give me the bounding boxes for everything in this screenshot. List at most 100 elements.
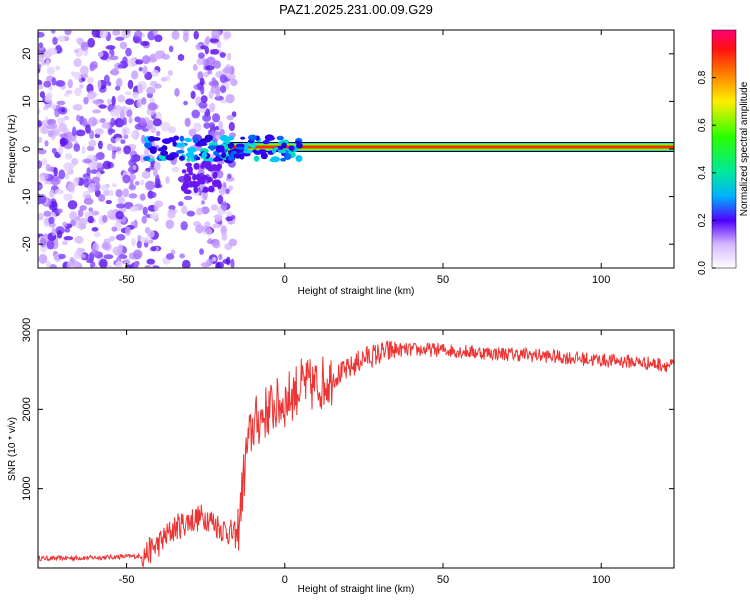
snr-x-tick-label: 50 xyxy=(437,574,449,586)
noise-speckle xyxy=(116,203,126,209)
noise-speckle xyxy=(44,94,52,103)
noise-speckle xyxy=(192,191,200,196)
noise-speckle xyxy=(123,134,129,140)
noise-speckle xyxy=(125,47,132,57)
noise-speckle xyxy=(130,221,136,226)
signal-blob xyxy=(181,169,187,174)
signal-blob xyxy=(192,181,200,188)
noise-speckle xyxy=(102,160,112,170)
noise-speckle xyxy=(56,230,63,239)
noise-speckle xyxy=(38,160,42,169)
noise-speckle xyxy=(87,215,95,224)
noise-speckle xyxy=(146,258,156,265)
noise-speckle xyxy=(43,217,50,227)
noise-speckle xyxy=(152,30,158,37)
noise-speckle xyxy=(90,169,99,175)
noise-speckle xyxy=(58,169,66,180)
noise-speckle xyxy=(81,145,86,154)
noise-speckle xyxy=(83,197,94,205)
noise-speckle xyxy=(105,45,116,50)
noise-speckle xyxy=(152,118,162,127)
spec-y-tick-label: 10 xyxy=(21,95,33,107)
colorbar-label: Normalized spectral amplitude xyxy=(739,81,750,216)
noise-speckle xyxy=(147,102,158,111)
noise-speckle xyxy=(205,227,213,236)
noise-speckle xyxy=(226,73,236,80)
signal-blob xyxy=(280,157,287,162)
noise-speckle xyxy=(63,236,74,241)
snr-series-line xyxy=(38,339,674,568)
signal-blob xyxy=(172,135,180,141)
snr-plot-area xyxy=(38,339,674,568)
noise-speckle xyxy=(136,98,143,109)
noise-speckle xyxy=(200,84,205,95)
noise-speckle xyxy=(111,68,119,74)
noise-speckle xyxy=(219,74,228,84)
noise-speckle xyxy=(85,124,91,134)
noise-speckle xyxy=(39,91,45,99)
noise-speckle xyxy=(188,128,197,137)
noise-speckle xyxy=(78,220,85,231)
noise-speckle xyxy=(225,188,230,195)
signal-blob xyxy=(249,142,257,149)
noise-speckle xyxy=(222,259,231,264)
noise-speckle xyxy=(154,83,162,89)
noise-speckle xyxy=(149,212,159,220)
noise-speckle xyxy=(154,200,164,208)
noise-speckle xyxy=(196,207,203,216)
noise-speckle xyxy=(81,77,86,82)
signal-blob xyxy=(233,153,242,159)
snr-frame xyxy=(37,329,675,569)
noise-speckle xyxy=(183,100,188,106)
noise-speckle xyxy=(183,195,193,201)
noise-speckle xyxy=(161,53,170,60)
noise-speckle xyxy=(150,126,157,134)
noise-speckle xyxy=(44,49,52,59)
noise-speckle xyxy=(75,129,86,137)
noise-speckle xyxy=(128,193,138,199)
noise-speckle xyxy=(208,122,216,129)
noise-speckle xyxy=(57,208,63,214)
noise-speckle xyxy=(38,194,47,204)
noise-speckle xyxy=(168,204,176,211)
noise-speckle xyxy=(105,265,114,268)
noise-speckle xyxy=(146,86,156,95)
noise-speckle xyxy=(50,103,57,110)
signal-blob xyxy=(207,185,215,193)
noise-speckle xyxy=(153,161,161,171)
snr-x-tick-label: -50 xyxy=(119,574,135,586)
noise-speckle xyxy=(115,210,124,220)
noise-speckle xyxy=(127,57,138,68)
noise-speckle xyxy=(46,66,56,76)
noise-speckle xyxy=(115,189,123,198)
noise-speckle xyxy=(38,253,48,264)
noise-speckle xyxy=(228,238,238,247)
noise-speckle xyxy=(98,104,107,109)
noise-speckle xyxy=(91,30,101,38)
noise-speckle xyxy=(42,105,49,111)
noise-speckle xyxy=(141,97,147,105)
noise-speckle xyxy=(138,66,143,72)
noise-speckle xyxy=(154,53,164,60)
noise-speckle xyxy=(216,40,222,49)
noise-speckle xyxy=(199,248,204,255)
spectrogram-signal-band xyxy=(228,142,674,152)
noise-speckle xyxy=(122,117,127,126)
signal-blob xyxy=(278,149,283,154)
noise-speckle xyxy=(178,201,184,207)
noise-speckle xyxy=(203,122,211,129)
signal-blob xyxy=(253,155,260,162)
noise-speckle xyxy=(228,121,235,132)
noise-speckle xyxy=(73,58,82,67)
noise-speckle xyxy=(174,87,180,97)
noise-speckle xyxy=(38,212,44,221)
noise-speckle xyxy=(98,194,106,202)
noise-speckle xyxy=(142,206,148,216)
noise-speckle xyxy=(77,209,84,218)
noise-speckle xyxy=(216,169,224,179)
noise-speckle xyxy=(73,49,79,54)
noise-speckle xyxy=(38,108,41,115)
noise-speckle xyxy=(112,246,123,255)
signal-blob xyxy=(188,180,194,188)
noise-speckle xyxy=(64,153,73,160)
